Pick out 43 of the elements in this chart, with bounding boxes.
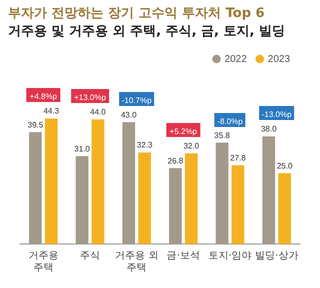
bar — [232, 165, 244, 244]
x-tick-label: 빌딩·상가 — [255, 250, 298, 262]
bar — [76, 156, 88, 244]
bar — [169, 168, 182, 244]
data-label: 43.0 — [120, 110, 138, 120]
bar — [122, 122, 136, 244]
bar — [262, 136, 276, 244]
annotation: -8.0%p — [217, 116, 243, 126]
data-label: 44.0 — [90, 108, 106, 117]
callout-tag: +5.2%p — [166, 123, 200, 138]
callout-tag: -8.0%p — [214, 112, 246, 127]
bar — [44, 118, 58, 244]
callout-tag: +13.0%p — [71, 89, 109, 104]
callout-tag: +4.8%p — [26, 88, 60, 102]
data-label: 39.5 — [28, 120, 44, 130]
data-label: 38.0 — [260, 124, 278, 134]
bar — [138, 152, 151, 244]
x-tick-label: 거주용 주택 — [28, 250, 58, 274]
bar — [216, 142, 228, 244]
chart-title: 부자가 전망하는 장기 고수익 투자처 Top 6 — [8, 5, 265, 22]
data-label: 35.8 — [214, 130, 230, 140]
callout-tag: -10.7%p — [118, 92, 155, 106]
data-label: 44.3 — [43, 106, 60, 116]
bar — [184, 153, 198, 244]
x-tick-label: 주식 — [80, 250, 100, 262]
legend-label: 2022 — [224, 54, 248, 65]
x-tick-label: 거주용 외 주택 — [115, 250, 158, 274]
data-label: 32.3 — [136, 140, 153, 150]
bar — [92, 119, 104, 244]
x-tick-label: 토지·임야 — [208, 250, 252, 262]
bar — [278, 173, 291, 244]
annotation: +5.2%p — [170, 127, 198, 136]
callout-tag: -13.0%p — [258, 106, 295, 120]
data-label: 31.0 — [74, 144, 90, 154]
x-tick-label: 금·보석 — [166, 250, 200, 262]
legend-label: 2023 — [268, 54, 290, 65]
data-label: 27.8 — [230, 153, 246, 162]
chart-subtitle: 거주용 및 거주용 외 주택, 주식, 금, 토지, 빌딩 — [8, 23, 285, 40]
bar — [29, 132, 42, 244]
data-label: 26.8 — [168, 156, 184, 166]
data-label: 25.0 — [276, 161, 293, 170]
data-label: 32.0 — [183, 142, 200, 151]
annotation: -13.0%p — [262, 110, 292, 120]
